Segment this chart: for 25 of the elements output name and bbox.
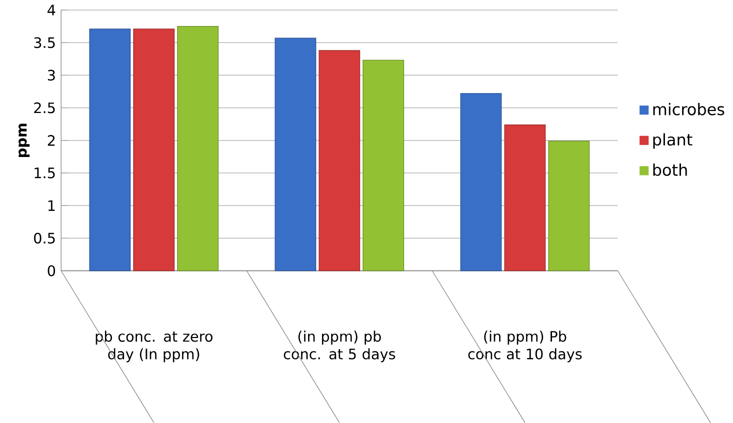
y-tick-label: 3.5 xyxy=(34,37,55,48)
bar xyxy=(133,28,175,272)
bar xyxy=(89,28,131,272)
legend-label: plant xyxy=(653,133,692,149)
y-tick-label: 1 xyxy=(48,200,55,211)
bar xyxy=(460,93,502,272)
bar xyxy=(318,50,360,272)
y-tick-label: 4 xyxy=(48,4,56,16)
y-tick-label: 3 xyxy=(48,70,55,81)
x-tick-label: pb conc. at zero day (In ppm) xyxy=(96,330,212,362)
y-tick-label: 0 xyxy=(48,265,56,276)
y-tick-label: 2 xyxy=(48,135,55,146)
y-axis-title: ppm xyxy=(18,124,30,157)
y-tick-label: 0.5 xyxy=(34,232,55,244)
legend-label: both xyxy=(653,164,687,176)
legend-label: microbes xyxy=(653,102,724,116)
x-tick-label: (in ppm) pb conc. at 5 days xyxy=(284,330,396,362)
y-tick-label: 2.5 xyxy=(34,102,55,114)
bar xyxy=(177,26,219,272)
y-tick-label: 1.5 xyxy=(34,168,55,178)
bar xyxy=(362,60,404,272)
bar xyxy=(504,124,546,272)
bar xyxy=(548,140,590,272)
bar xyxy=(274,38,316,272)
x-tick-label: (in ppm) Pb conc at 10 days xyxy=(468,330,582,362)
